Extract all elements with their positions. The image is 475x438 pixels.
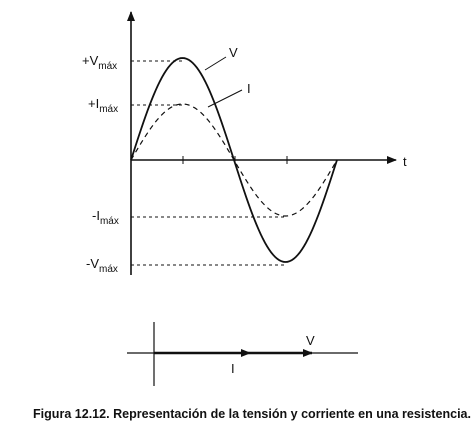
current-label: I <box>247 81 251 96</box>
leader <box>204 56 227 71</box>
phasor-current-label: I <box>231 361 235 376</box>
y-label: +Vmáx <box>82 53 117 72</box>
y-label: -Vmáx <box>86 256 118 275</box>
voltage-label: V <box>229 45 238 60</box>
y-label: +Imáx <box>88 96 118 115</box>
phasor-voltage-label: V <box>306 333 315 348</box>
y-label: -Imáx <box>92 208 119 227</box>
caption: Figura 12.12. Representación de la tensi… <box>33 407 471 421</box>
leader <box>207 89 243 108</box>
t-label: t <box>403 154 407 169</box>
current-curve <box>130 103 338 217</box>
